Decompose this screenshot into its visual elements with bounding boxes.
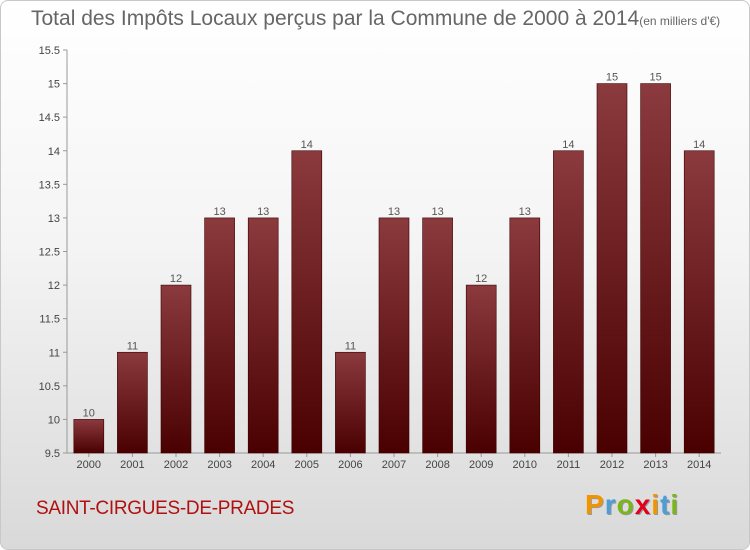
bar-2009 xyxy=(465,284,497,454)
x-tick-label-2011: 2011 xyxy=(557,459,581,471)
y-tick-label: 11.5 xyxy=(39,314,60,326)
logo-letter: t xyxy=(660,489,671,520)
value-label-2000: 10 xyxy=(83,407,95,419)
value-label-2007: 13 xyxy=(388,206,400,218)
y-tick-label: 13 xyxy=(48,213,60,225)
value-label-2013: 15 xyxy=(649,72,661,84)
bar-2005 xyxy=(291,150,323,454)
x-tick-label-2002: 2002 xyxy=(164,459,188,471)
x-tick-label-2008: 2008 xyxy=(425,459,449,471)
value-label-2004: 13 xyxy=(257,206,269,218)
y-tick-label: 11 xyxy=(49,347,60,359)
y-tick-label: 14.5 xyxy=(39,112,60,124)
value-label-2001: 11 xyxy=(127,340,138,352)
chart-labels: 10 2000 11 2001 12 2002 13 2003 13 2004 14 2005 11 20… xyxy=(77,72,712,471)
bar-2011 xyxy=(553,150,584,454)
value-label-2011: 14 xyxy=(562,139,574,151)
bar-2012 xyxy=(596,83,628,454)
bar-2004 xyxy=(247,217,279,454)
value-label-2008: 13 xyxy=(431,206,443,218)
y-tick-label: 15.5 xyxy=(39,45,60,57)
x-tick-label-2001: 2001 xyxy=(120,459,144,471)
x-tick-label-2010: 2010 xyxy=(513,459,537,471)
value-label-2012: 15 xyxy=(606,72,618,84)
logo-letter: r xyxy=(604,489,617,520)
x-tick-label-2012: 2012 xyxy=(600,459,624,471)
bar-2006 xyxy=(335,351,366,454)
bar-2007 xyxy=(378,217,410,454)
x-tick-label-2014: 2014 xyxy=(687,459,711,471)
y-tick-label: 12 xyxy=(48,280,60,292)
bar-2001 xyxy=(117,351,148,454)
bar-2003 xyxy=(204,217,235,454)
y-tick-label: 13.5 xyxy=(39,179,60,191)
value-label-2010: 13 xyxy=(519,206,531,218)
logo-letter: i xyxy=(670,489,680,520)
chart-unit: (en milliers d'€) xyxy=(639,14,721,28)
x-tick-label-2004: 2004 xyxy=(251,459,275,471)
bar-2000 xyxy=(73,419,105,454)
value-label-2003: 13 xyxy=(213,206,225,218)
value-label-2014: 14 xyxy=(693,139,705,151)
proxiti-logo: Proxiti xyxy=(585,489,679,521)
bar-2013 xyxy=(640,83,671,454)
y-tick-label: 12.5 xyxy=(39,247,60,259)
y-tick-label: 10 xyxy=(48,414,60,426)
value-label-2006: 11 xyxy=(345,340,356,352)
x-tick-label-2003: 2003 xyxy=(207,459,231,471)
x-tick-label-2005: 2005 xyxy=(295,459,319,471)
y-tick-label: 14 xyxy=(48,146,60,158)
logo-letter: i xyxy=(651,489,661,520)
y-tick-label: 9.5 xyxy=(45,448,60,460)
x-tick-label-2007: 2007 xyxy=(382,459,406,471)
bar-2008 xyxy=(422,217,453,454)
y-tick-label: 15 xyxy=(48,79,60,91)
x-tick-label-2006: 2006 xyxy=(338,459,362,471)
x-tick-label-2000: 2000 xyxy=(77,459,101,471)
logo-letter: x xyxy=(634,489,652,520)
value-label-2009: 12 xyxy=(475,273,487,285)
chart-title-text: Total des Impôts Locaux perçus par la Co… xyxy=(31,7,640,30)
x-tick-label-2013: 2013 xyxy=(643,459,667,471)
logo-letter: P xyxy=(585,489,605,520)
logo-letter: o xyxy=(616,489,635,520)
chart-title: Total des Impôts Locaux perçus par la Co… xyxy=(31,7,720,31)
bar-2014 xyxy=(683,150,715,454)
y-tick-label: 10.5 xyxy=(39,381,60,393)
commune-name: SAINT-CIRGUES-DE-PRADES xyxy=(36,498,295,519)
value-label-2005: 14 xyxy=(301,139,313,151)
bar-2010 xyxy=(509,217,541,454)
bar-2002 xyxy=(160,284,192,454)
x-tick-label-2009: 2009 xyxy=(469,459,493,471)
chart-bars xyxy=(73,83,715,454)
value-label-2002: 12 xyxy=(170,273,182,285)
